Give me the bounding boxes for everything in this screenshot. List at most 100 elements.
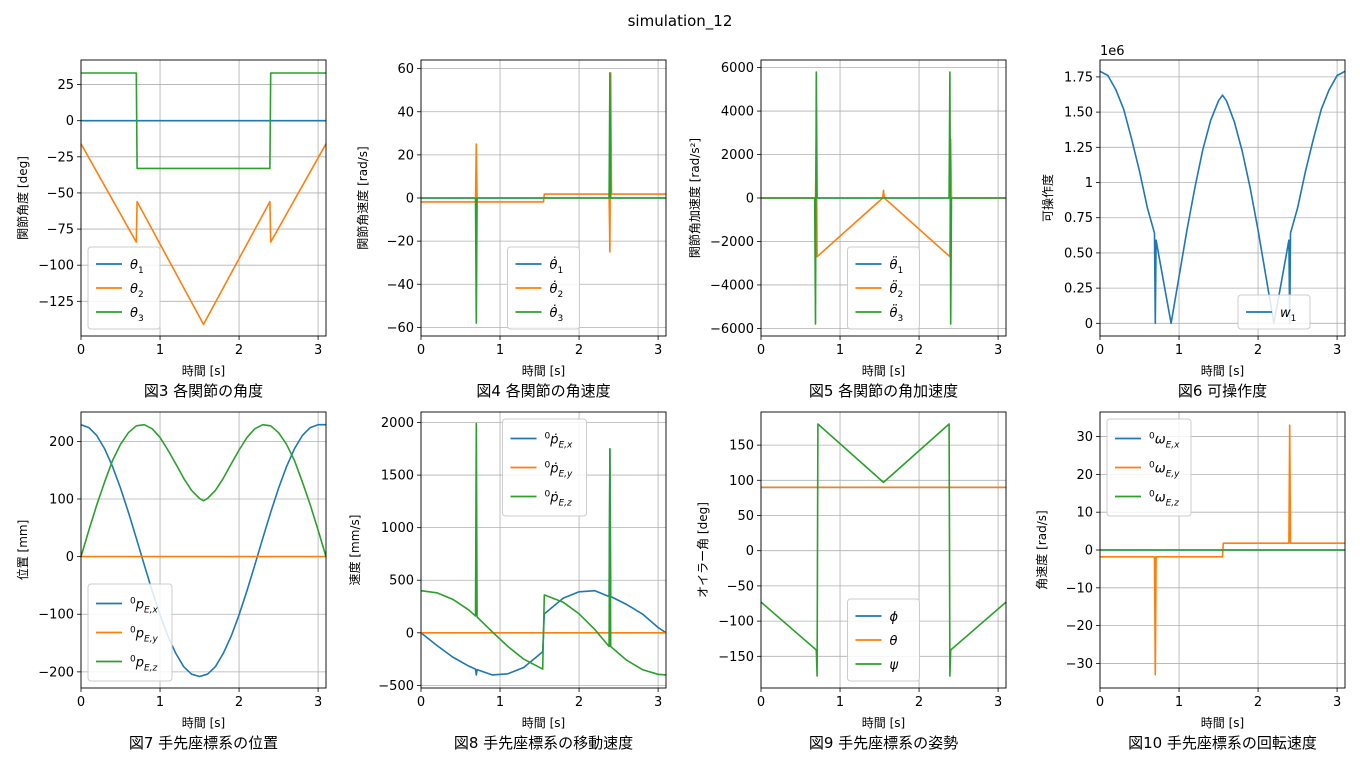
x-tick-label: 3: [994, 695, 1002, 710]
legend: w1: [1237, 294, 1311, 330]
legend-label: 0ωE,z: [1149, 490, 1179, 509]
y-tick-label: 1.50: [1064, 106, 1093, 121]
x-tick-label: 2: [915, 695, 923, 710]
y-tick-label: 0.50: [1064, 246, 1093, 261]
legend-box: [1106, 418, 1192, 517]
legend-label: 0ṗE,y: [545, 461, 574, 480]
y-axis-label: 位置 [mm]: [15, 520, 30, 581]
caption: 図4 各関節の角速度: [476, 382, 610, 400]
x-tick-label: 3: [1333, 695, 1341, 710]
x-tick-label: 0: [757, 695, 765, 710]
legend-label: 0ṗE,x: [545, 432, 574, 451]
series-line: [420, 422, 667, 676]
legend-box: [87, 583, 173, 682]
x-tick-label: 1: [496, 343, 504, 358]
series-line: [760, 423, 1007, 677]
y-tick-label: 0: [746, 544, 754, 559]
legend-label: θ̈2: [890, 281, 904, 300]
legend-label: ϕ: [890, 610, 899, 625]
y-tick-label: −20: [1066, 619, 1093, 634]
y-tick-label: 500: [389, 574, 414, 589]
x-tick-label: 2: [915, 343, 923, 358]
x-tick-label: 0: [417, 343, 425, 358]
legend: θ̇1 θ̇2 θ̇3: [507, 246, 580, 330]
series-line: [80, 143, 327, 326]
x-tick-label: 0: [757, 343, 765, 358]
figure-title: simulation_12: [627, 12, 733, 30]
x-tick-label: 1: [1175, 343, 1183, 358]
x-tick-label: 0: [1096, 343, 1104, 358]
legend: θ̈1 θ̈2 θ̈3: [847, 246, 920, 330]
caption: 図8 手先座標系の移動速度: [454, 734, 633, 752]
legend-label: θ̇3: [550, 305, 564, 324]
y-tick-label: −500: [378, 679, 414, 694]
legend-label: θ̇2: [550, 281, 564, 300]
x-axis-label: 時間 [s]: [522, 364, 565, 378]
legend: 0ωE,x 0ωE,y 0ωE,z: [1106, 418, 1192, 517]
chart-4: 0 1 2 3 0 0.25 0.50 0.75 1 1.25 1.50 1.75 1e6 時間 [s] 可…: [1040, 44, 1346, 400]
chart-2: 0 1 2 3 −60 −40 −20 0 20 40 60 時間 [s] 関節角速度 [rad/s] 図…: [355, 59, 667, 400]
y-tick-label: −60: [387, 321, 414, 336]
legend-box: [847, 246, 920, 330]
legend-label: θ2: [130, 282, 144, 300]
series-line: [421, 72, 666, 253]
series-line: [80, 423, 326, 678]
legend-label: 0pE,x: [130, 597, 159, 616]
y-tick-label: −40: [387, 278, 414, 293]
series-line: [1099, 70, 1346, 325]
x-tick-label: 1: [496, 695, 504, 710]
x-tick-label: 3: [314, 695, 322, 710]
x-tick-label: 1: [156, 695, 164, 710]
y-tick-label: 6000: [721, 61, 754, 76]
series-line: [421, 72, 666, 324]
y-tick-label: −4000: [710, 278, 754, 293]
axes-frame: [80, 59, 327, 337]
y-tick-label: 0.25: [1064, 282, 1093, 297]
caption: 図7 手先座標系の位置: [129, 734, 278, 752]
y-tick-label: 1: [1085, 176, 1093, 191]
y-tick-label: 100: [729, 474, 754, 489]
x-tick-label: 1: [836, 343, 844, 358]
y-tick-label: 4000: [721, 105, 754, 120]
y-tick-label: −20: [387, 235, 414, 250]
x-axis-label: 時間 [s]: [1201, 716, 1244, 730]
y-axis-label: 関節角度 [deg]: [15, 156, 30, 240]
legend-label: θ̈3: [890, 305, 904, 324]
x-tick-label: 2: [575, 695, 583, 710]
y-tick-label: 20: [1076, 468, 1093, 483]
x-tick-label: 1: [1175, 695, 1183, 710]
series-line: [761, 71, 1006, 325]
legend-label: θ̈1: [890, 257, 904, 276]
x-tick-label: 3: [654, 695, 662, 710]
legend-label: 0pE,y: [130, 626, 159, 645]
chart-5: 0 1 2 3 −200 −100 0 100 200 時間 [s] 位置 [mm] 図7 手先座標系…: [15, 411, 327, 752]
y-tick-label: −150: [718, 650, 754, 665]
legend: ϕθψ: [847, 598, 920, 682]
axes-frame: [420, 411, 667, 689]
y-tick-label: 200: [49, 435, 74, 450]
x-tick-label: 2: [575, 343, 583, 358]
chart-1: 0 1 2 3 −125 −100 −75 −50 −25 0 25 時間 [s] 関節角度 [deg]…: [15, 59, 327, 400]
y-tick-label: 0: [66, 114, 74, 129]
y-tick-label: 150: [729, 439, 754, 454]
legend-box: [507, 246, 580, 330]
offset-text: 1e6: [1100, 44, 1125, 59]
x-tick-label: 3: [654, 343, 662, 358]
y-tick-label: 1.75: [1064, 70, 1093, 85]
legend-label: 0ωE,x: [1149, 432, 1180, 451]
caption: 図6 可操作度: [1178, 382, 1267, 400]
chart-8: 0 1 2 3 −30 −20 −10 0 10 20 30 時間 [s] 角速度 [rad/s] 図10…: [1034, 411, 1346, 752]
y-tick-label: −125: [38, 295, 74, 310]
y-tick-label: −50: [47, 186, 74, 201]
x-tick-label: 3: [994, 343, 1002, 358]
y-axis-label: 角速度 [rad/s]: [1034, 510, 1049, 589]
y-tick-label: 1000: [381, 521, 414, 536]
legend-box: [87, 246, 161, 330]
y-tick-label: 0: [1085, 544, 1093, 559]
y-tick-label: 30: [1076, 430, 1093, 445]
legend-label: 0ωE,y: [1149, 461, 1180, 480]
caption: 図9 手先座標系の姿勢: [809, 734, 958, 752]
y-axis-label: 関節角速度 [rad/s]: [355, 146, 370, 249]
x-tick-label: 0: [77, 343, 85, 358]
